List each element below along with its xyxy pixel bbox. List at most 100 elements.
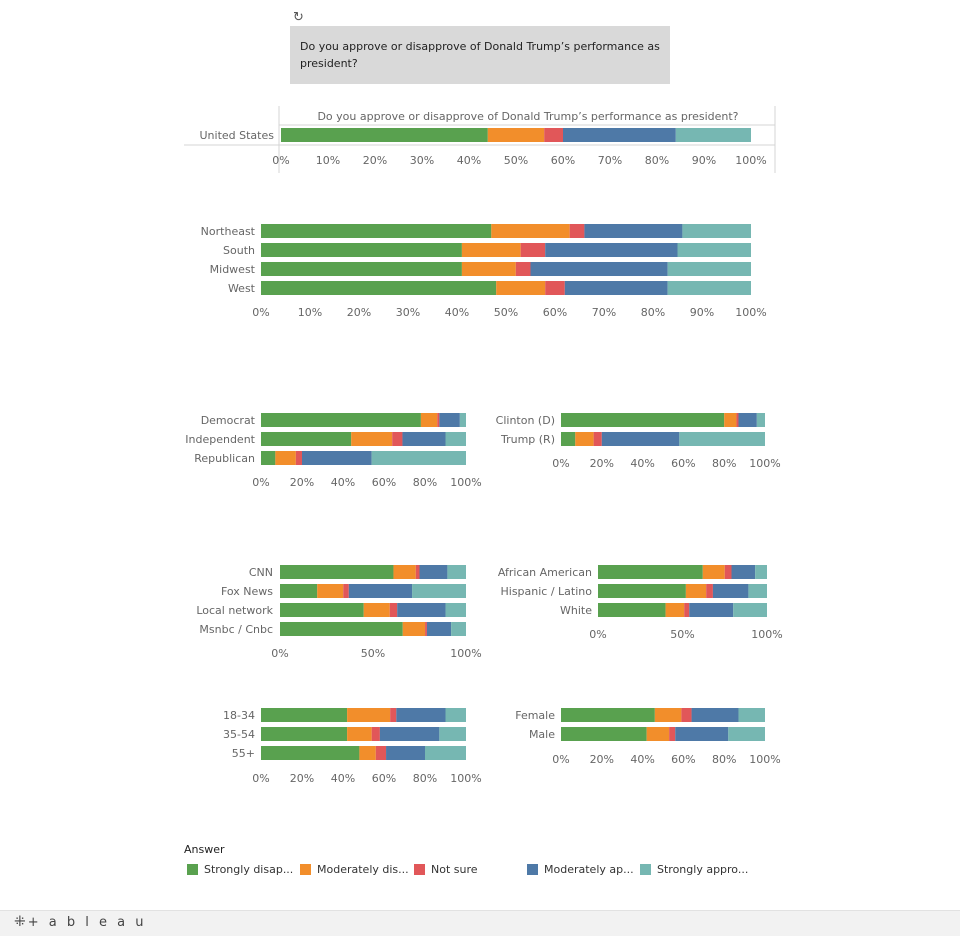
bar-segment[interactable] — [520, 243, 546, 257]
bar-segment[interactable] — [681, 708, 692, 722]
bar-segment[interactable] — [347, 708, 391, 722]
bar-segment[interactable] — [261, 413, 421, 427]
bar-segment[interactable] — [261, 451, 276, 465]
bar-segment[interactable] — [748, 584, 767, 598]
legend-item-moderately-approve[interactable]: Moderately ap... — [527, 862, 634, 876]
bar-segment[interactable] — [667, 262, 751, 276]
bar-segment[interactable] — [375, 746, 387, 760]
bar-segment[interactable] — [261, 708, 348, 722]
bar-segment[interactable] — [281, 128, 488, 142]
bar-segment[interactable] — [437, 413, 440, 427]
bar-segment[interactable] — [731, 565, 756, 579]
bar-segment[interactable] — [425, 746, 466, 760]
bar-segment[interactable] — [756, 413, 765, 427]
bar-segment[interactable] — [371, 451, 466, 465]
bar-segment[interactable] — [393, 565, 416, 579]
refresh-icon[interactable]: ↻ — [293, 10, 304, 25]
legend-item-not-sure[interactable]: Not sure — [414, 862, 478, 876]
bar-segment[interactable] — [445, 708, 467, 722]
bar-segment[interactable] — [669, 727, 676, 741]
bar-segment[interactable] — [487, 128, 545, 142]
bar-segment[interactable] — [667, 281, 751, 295]
bar-segment[interactable] — [317, 584, 344, 598]
bar-segment[interactable] — [679, 432, 765, 446]
bar-segment[interactable] — [728, 727, 765, 741]
bar-segment[interactable] — [530, 262, 668, 276]
bar-segment[interactable] — [348, 584, 413, 598]
bar-segment[interactable] — [379, 727, 440, 741]
bar-segment[interactable] — [261, 727, 348, 741]
bar-segment[interactable] — [419, 565, 448, 579]
bar-segment[interactable] — [359, 746, 376, 760]
bar-segment[interactable] — [402, 622, 426, 636]
bar-segment[interactable] — [425, 622, 427, 636]
bar-segment[interactable] — [712, 584, 749, 598]
legend-item-strongly-approve[interactable]: Strongly appro... — [640, 862, 748, 876]
bar-segment[interactable] — [447, 565, 466, 579]
bar-segment[interactable] — [561, 413, 725, 427]
bar-segment[interactable] — [302, 451, 372, 465]
bar-segment[interactable] — [439, 413, 460, 427]
bar-segment[interactable] — [598, 584, 686, 598]
bar-segment[interactable] — [412, 584, 466, 598]
bar-segment[interactable] — [724, 565, 732, 579]
bar-segment[interactable] — [261, 432, 352, 446]
bar-segment[interactable] — [396, 708, 446, 722]
bar-segment[interactable] — [351, 432, 393, 446]
bar-segment[interactable] — [677, 243, 752, 257]
bar-segment[interactable] — [601, 432, 680, 446]
bar-segment[interactable] — [561, 708, 655, 722]
bar-segment[interactable] — [706, 584, 713, 598]
bar-segment[interactable] — [545, 243, 678, 257]
bar-segment[interactable] — [363, 603, 390, 617]
bar-segment[interactable] — [451, 622, 466, 636]
bar-segment[interactable] — [755, 565, 767, 579]
bar-segment[interactable] — [439, 727, 466, 741]
bar-segment[interactable] — [397, 603, 446, 617]
bar-segment[interactable] — [389, 603, 398, 617]
bar-segment[interactable] — [261, 262, 462, 276]
bar-segment[interactable] — [569, 224, 585, 238]
tableau-logo[interactable]: ⁜ + a b l e a u — [14, 914, 146, 930]
bar-segment[interactable] — [685, 584, 707, 598]
bar-segment[interactable] — [415, 565, 420, 579]
bar-segment[interactable] — [461, 243, 521, 257]
bar-segment[interactable] — [598, 565, 703, 579]
bar-segment[interactable] — [544, 128, 563, 142]
bar-segment[interactable] — [347, 727, 372, 741]
bar-segment[interactable] — [491, 224, 570, 238]
bar-segment[interactable] — [426, 622, 452, 636]
bar-segment[interactable] — [461, 262, 516, 276]
bar-segment[interactable] — [390, 708, 397, 722]
bar-segment[interactable] — [275, 451, 296, 465]
bar-segment[interactable] — [675, 727, 729, 741]
legend-item-moderately-disapprove[interactable]: Moderately dis... — [300, 862, 409, 876]
bar-segment[interactable] — [736, 413, 739, 427]
bar-segment[interactable] — [261, 746, 360, 760]
bar-segment[interactable] — [675, 128, 751, 142]
bar-segment[interactable] — [598, 603, 666, 617]
bar-segment[interactable] — [280, 565, 394, 579]
bar-segment[interactable] — [515, 262, 531, 276]
bar-segment[interactable] — [682, 224, 751, 238]
bar-segment[interactable] — [386, 746, 425, 760]
bar-segment[interactable] — [261, 243, 462, 257]
bar-segment[interactable] — [738, 413, 757, 427]
bar-segment[interactable] — [584, 224, 683, 238]
bar-segment[interactable] — [724, 413, 737, 427]
bar-segment[interactable] — [563, 128, 676, 142]
bar-segment[interactable] — [459, 413, 466, 427]
bar-segment[interactable] — [371, 727, 380, 741]
bar-segment[interactable] — [402, 432, 446, 446]
bar-segment[interactable] — [261, 224, 492, 238]
bar-segment[interactable] — [280, 584, 318, 598]
bar-segment[interactable] — [496, 281, 546, 295]
bar-segment[interactable] — [561, 432, 576, 446]
bar-segment[interactable] — [261, 281, 497, 295]
bar-segment[interactable] — [445, 603, 466, 617]
bar-segment[interactable] — [646, 727, 670, 741]
bar-segment[interactable] — [280, 603, 364, 617]
bar-segment[interactable] — [593, 432, 602, 446]
bar-segment[interactable] — [561, 727, 647, 741]
bar-segment[interactable] — [684, 603, 690, 617]
